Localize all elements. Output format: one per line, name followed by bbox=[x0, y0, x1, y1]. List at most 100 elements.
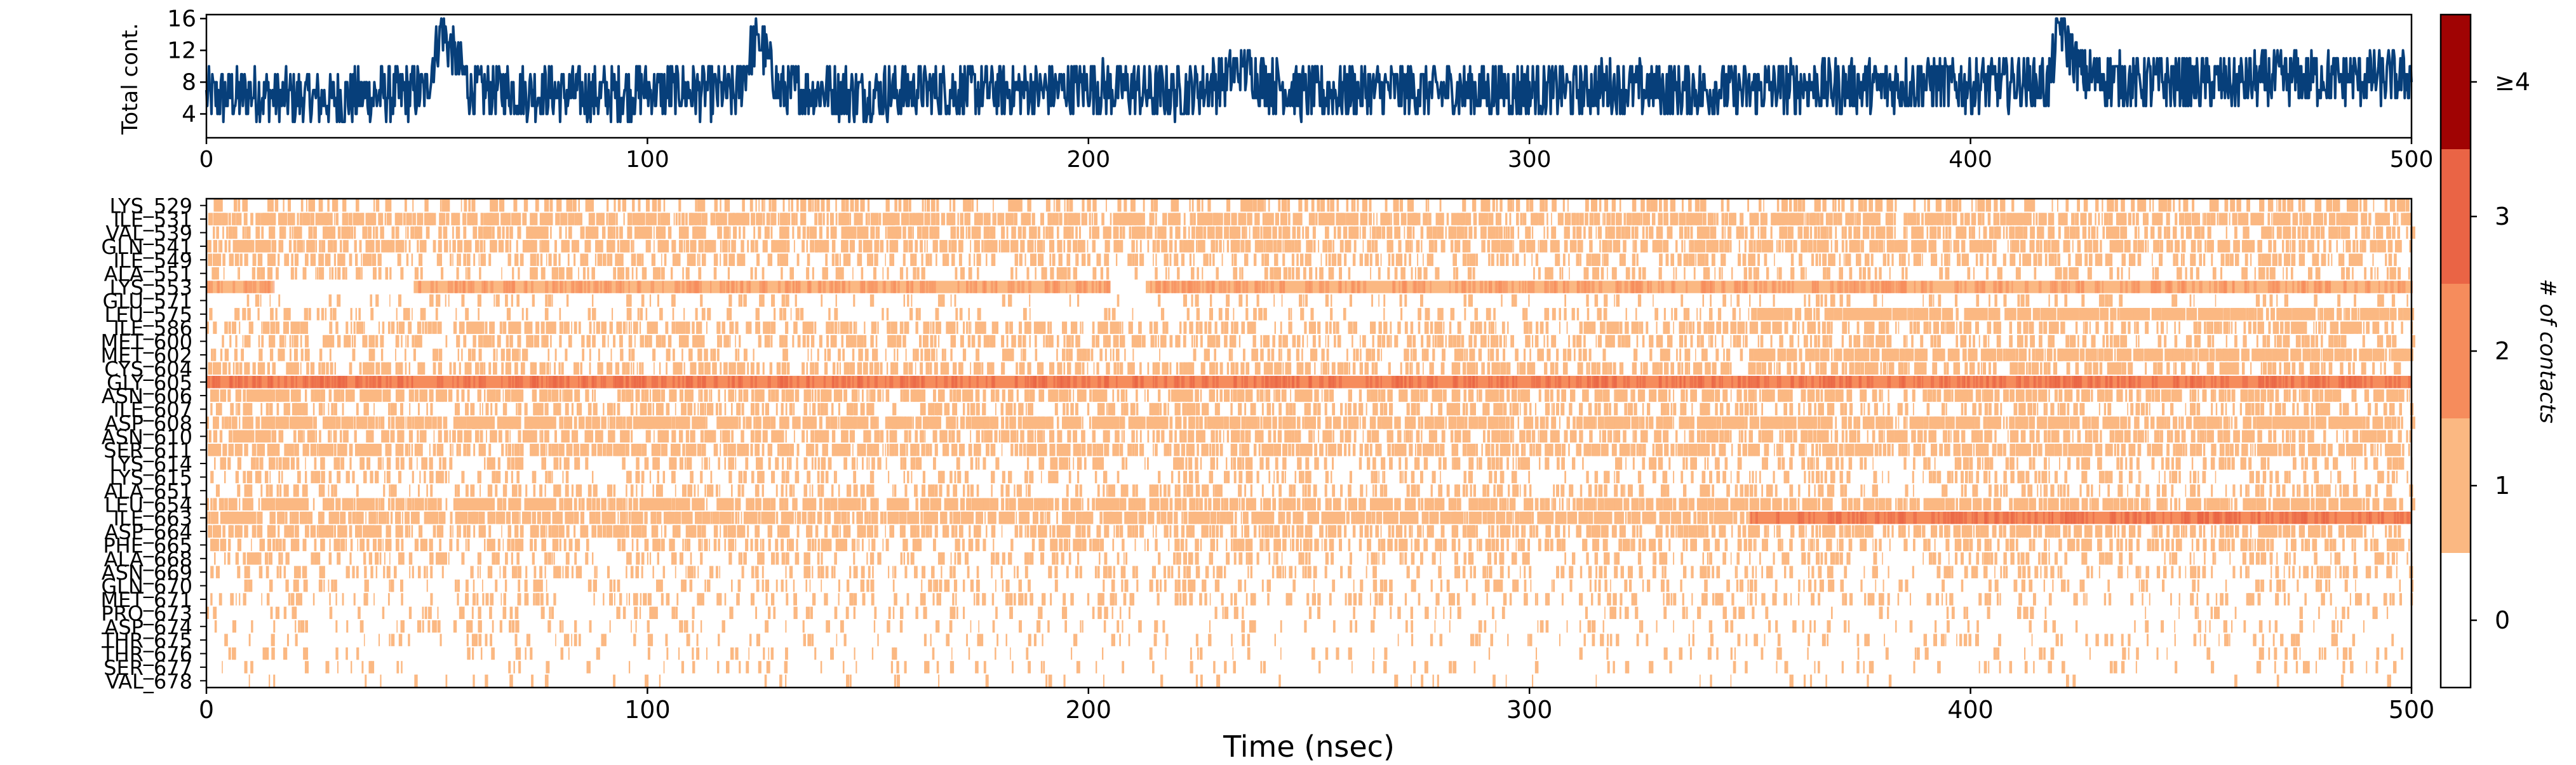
heatmap-cell bbox=[804, 213, 806, 225]
heatmap-cell bbox=[1829, 213, 1833, 225]
heatmap-cell bbox=[849, 213, 852, 225]
heatmap-cell bbox=[839, 213, 842, 225]
heatmap-cell bbox=[897, 213, 900, 225]
heatmap-cell bbox=[304, 253, 309, 266]
heatmap-cell bbox=[1183, 213, 1186, 225]
heatmap-cell bbox=[499, 199, 502, 212]
heatmap-cell bbox=[711, 213, 714, 225]
heatmap-cell bbox=[292, 213, 295, 225]
heatmap-cell bbox=[343, 240, 345, 253]
heatmap-cell bbox=[626, 240, 627, 253]
heatmap-cell bbox=[1955, 226, 1959, 239]
heatmap-cell bbox=[295, 267, 297, 280]
heatmap-cell bbox=[293, 240, 297, 253]
heatmap-cell bbox=[1264, 267, 1266, 280]
heatmap-cell bbox=[1599, 240, 1601, 253]
heatmap-cell bbox=[278, 253, 280, 266]
heatmap-cell bbox=[1849, 240, 1853, 253]
heatmap-cell bbox=[486, 226, 487, 239]
heatmap-cell bbox=[2265, 226, 2269, 239]
heatmap-cell bbox=[1540, 199, 1544, 212]
heatmap-cell bbox=[612, 240, 614, 253]
heatmap-cell bbox=[912, 226, 914, 239]
heatmap-cell bbox=[253, 253, 257, 266]
heatmap-cell bbox=[991, 226, 996, 239]
heatmap-cell bbox=[1135, 226, 1138, 239]
heatmap-cell bbox=[2010, 226, 2015, 239]
heatmap-cell bbox=[2236, 240, 2239, 253]
heatmap-cell bbox=[951, 253, 955, 266]
heatmap-cell bbox=[1793, 213, 1797, 225]
heatmap-cell bbox=[617, 240, 620, 253]
heatmap-cell bbox=[1532, 226, 1534, 239]
heatmap-cell bbox=[325, 213, 330, 225]
heatmap-cell bbox=[2128, 213, 2130, 225]
heatmap-cell bbox=[1322, 240, 1327, 253]
heatmap-cell bbox=[1375, 253, 1379, 266]
heatmap-cell bbox=[2143, 213, 2146, 225]
heatmap-cell bbox=[515, 213, 518, 225]
heatmap-cell bbox=[1948, 226, 1952, 239]
heatmap-cell bbox=[1048, 213, 1052, 225]
heatmap-cell bbox=[795, 213, 798, 225]
heatmap-cell bbox=[1328, 253, 1331, 266]
heatmap-cell bbox=[2153, 240, 2156, 253]
heatmap-cell bbox=[1921, 213, 1924, 225]
heatmap-cell bbox=[638, 199, 641, 212]
heatmap-cell bbox=[969, 253, 971, 266]
heatmap-cell bbox=[2232, 213, 2236, 225]
heatmap-cell bbox=[1130, 253, 1132, 266]
heatmap-cell bbox=[378, 267, 382, 280]
heatmap-cell bbox=[976, 199, 978, 212]
heatmap-cell bbox=[1155, 226, 1157, 239]
heatmap-cell bbox=[1091, 281, 1094, 293]
heatmap-cell bbox=[1627, 226, 1631, 239]
heatmap-cell bbox=[1363, 213, 1365, 225]
heatmap-cell bbox=[676, 213, 678, 225]
heatmap-cell bbox=[1879, 199, 1881, 212]
heatmap-cell bbox=[1397, 226, 1400, 239]
heatmap-cell bbox=[1973, 267, 1975, 280]
heatmap-cell bbox=[491, 240, 493, 253]
heatmap-cell bbox=[357, 267, 361, 280]
heatmap-cell bbox=[1828, 226, 1832, 239]
heatmap-cell bbox=[1802, 240, 1805, 253]
heatmap-cell bbox=[699, 226, 702, 239]
heatmap-cell bbox=[871, 281, 873, 293]
heatmap-cell bbox=[1193, 213, 1195, 225]
heatmap-cell bbox=[1337, 253, 1342, 266]
heatmap-cell bbox=[2331, 213, 2333, 225]
heatmap-cell bbox=[1376, 213, 1378, 225]
heatmap-cell bbox=[566, 267, 570, 280]
heatmap-cell bbox=[1863, 226, 1867, 239]
heatmap-cell bbox=[509, 240, 511, 253]
heatmap-cell bbox=[1157, 240, 1160, 253]
heatmap-cell bbox=[2209, 199, 2214, 212]
heatmap-cell bbox=[986, 253, 988, 266]
heatmap-cell bbox=[725, 240, 728, 253]
heatmap-cell bbox=[1147, 240, 1150, 253]
heatmap-cell bbox=[1031, 226, 1033, 239]
heatmap-cell bbox=[979, 253, 981, 266]
heatmap-cell bbox=[1803, 226, 1806, 239]
heatmap-cell bbox=[2086, 240, 2088, 253]
heatmap-cell bbox=[2099, 253, 2103, 266]
heatmap-cell bbox=[1348, 267, 1351, 280]
heatmap-cell bbox=[1075, 240, 1078, 253]
heatmap-cell bbox=[584, 281, 586, 293]
heatmap-cell bbox=[1611, 199, 1614, 212]
heatmap-cell bbox=[1524, 253, 1526, 266]
heatmap-cell bbox=[2380, 213, 2384, 225]
heatmap-cell bbox=[568, 213, 570, 225]
heatmap-cell bbox=[1813, 213, 1816, 225]
heatmap-cell bbox=[798, 281, 801, 293]
heatmap-cell bbox=[1439, 213, 1442, 225]
heatmap-cell bbox=[335, 213, 339, 225]
heatmap-cell bbox=[1843, 253, 1845, 266]
heatmap-cell bbox=[218, 253, 222, 266]
heatmap-cell bbox=[1140, 253, 1143, 266]
heatmap-cell bbox=[1334, 226, 1336, 239]
heatmap-cell bbox=[262, 281, 266, 293]
heatmap-cell bbox=[258, 253, 262, 266]
heatmap-cell bbox=[673, 213, 675, 225]
